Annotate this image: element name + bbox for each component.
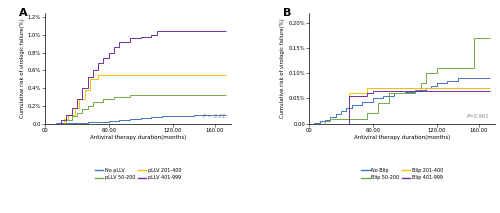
X-axis label: Antiviral therapy duration(months): Antiviral therapy duration(months)	[90, 135, 186, 141]
Legend: No pLLV, pLLV 50-200, pLLV 201-400, pLLV 401-999: No pLLV, pLLV 50-200, pLLV 201-400, pLLV…	[94, 168, 182, 180]
Text: A: A	[19, 8, 28, 18]
Text: P < 0.01: P < 0.01	[203, 114, 226, 119]
Y-axis label: Cumulative risk of virologic failure(%): Cumulative risk of virologic failure(%)	[280, 18, 285, 118]
X-axis label: Antiviral therapy duration(months): Antiviral therapy duration(months)	[354, 135, 450, 141]
Text: B: B	[283, 8, 292, 18]
Y-axis label: Cumulative risk of virologic failure(%): Cumulative risk of virologic failure(%)	[20, 18, 25, 118]
Text: P=0.961: P=0.961	[467, 114, 489, 119]
Legend: No Blip, Blip 50-200, Blip 201-400, Blip 401-999: No Blip, Blip 50-200, Blip 201-400, Blip…	[361, 168, 443, 180]
